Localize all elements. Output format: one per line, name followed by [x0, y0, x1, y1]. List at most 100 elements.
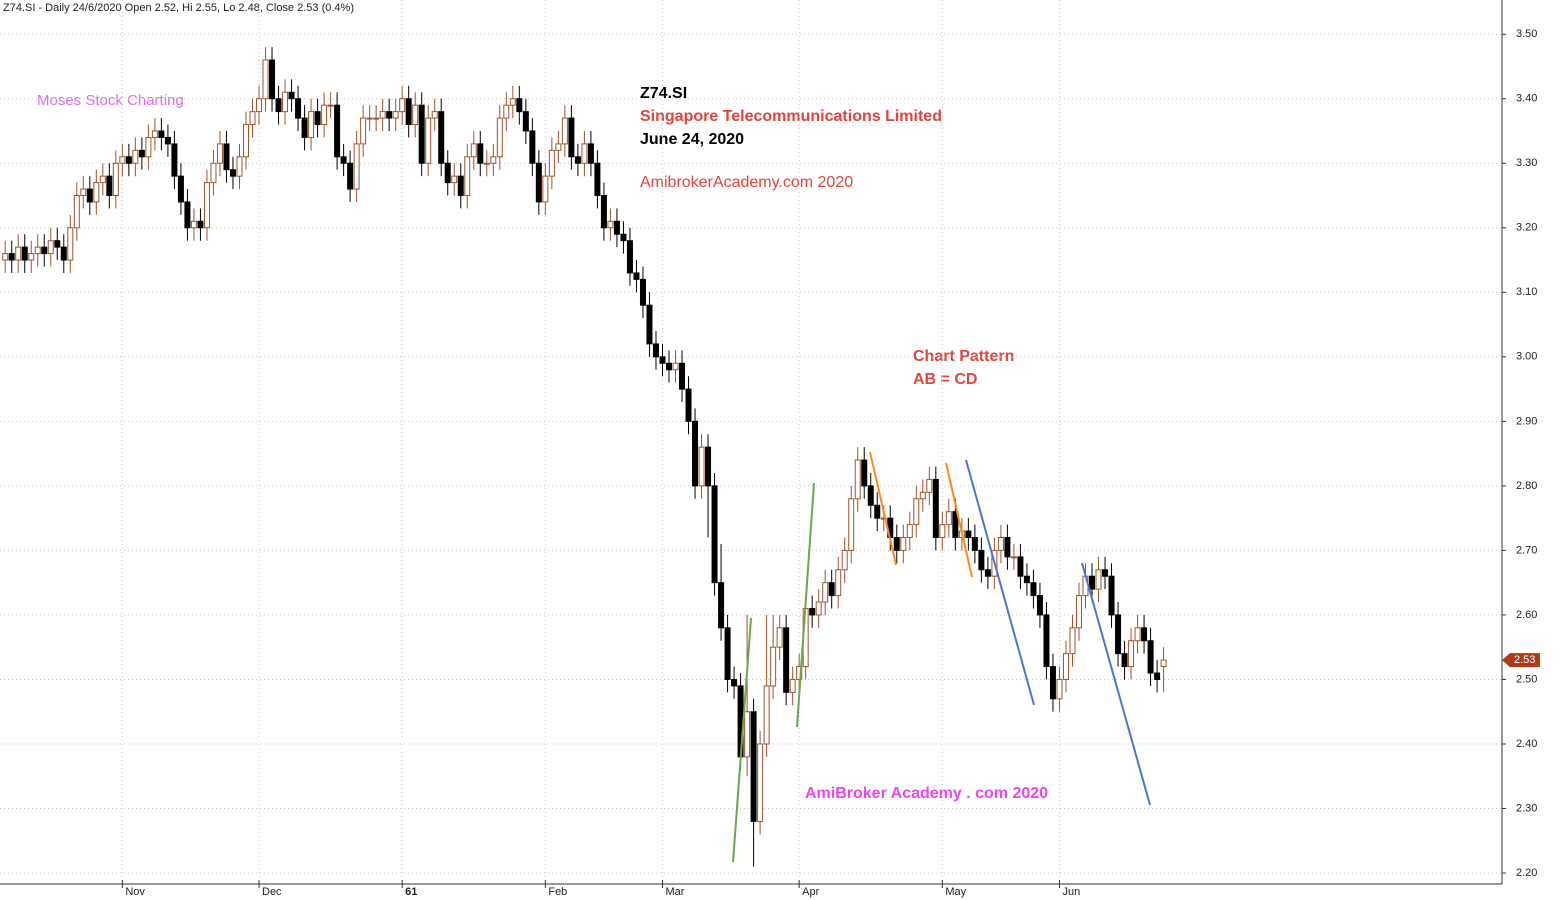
candle-body — [262, 59, 269, 100]
company-name: Singapore Telecommunications Limited — [640, 108, 942, 125]
candle-body — [151, 130, 158, 138]
candle-body — [236, 156, 243, 177]
watermark: Moses Stock Charting — [37, 92, 184, 109]
candle-body — [1004, 536, 1011, 558]
y-tick-label: 3.40 — [1516, 93, 1537, 105]
candle-body — [633, 272, 640, 280]
trend-line — [965, 459, 1035, 706]
candle-body — [926, 478, 933, 493]
candle-body — [1049, 666, 1056, 700]
candle-body — [639, 278, 646, 306]
candle-body — [54, 240, 61, 248]
candle-body — [464, 156, 471, 197]
chart-header: Z74.SI - Daily 24/6/2020 Open 2.52, Hi 2… — [3, 2, 354, 14]
candle-body — [984, 569, 991, 577]
candle-body — [600, 195, 607, 229]
candle-body — [444, 162, 451, 184]
x-tick-label: Apr — [802, 886, 819, 898]
symbol: Z74.SI — [640, 85, 687, 102]
candle-body — [1147, 640, 1154, 674]
candle-body — [405, 98, 412, 126]
candle-body — [763, 685, 770, 745]
candle-body — [919, 491, 926, 500]
candle-body — [861, 459, 868, 487]
candle-body — [229, 169, 236, 177]
x-tick-label: Dec — [262, 886, 282, 898]
candle-body — [353, 143, 360, 190]
candle-body — [913, 498, 920, 526]
candle-body — [581, 143, 588, 164]
candle-body — [132, 149, 139, 164]
candle-body — [685, 388, 692, 422]
candle-body — [334, 104, 341, 158]
candle-body — [125, 156, 132, 164]
candle-body — [431, 111, 438, 119]
candle-body — [776, 627, 783, 648]
candle-body — [997, 536, 1004, 551]
candle-body — [724, 627, 731, 680]
candle-body — [21, 246, 28, 261]
y-tick-label: 2.50 — [1516, 673, 1537, 685]
candle-body — [848, 498, 855, 551]
candle-body — [854, 459, 861, 500]
candle-body — [399, 98, 406, 113]
candle-body — [418, 104, 425, 164]
candle-body — [705, 446, 712, 487]
trend-line — [796, 482, 815, 728]
candle-body — [841, 549, 848, 571]
candle-body — [815, 601, 822, 616]
last-price-marker — [1502, 653, 1540, 668]
pattern-title: Chart Pattern — [913, 348, 1014, 365]
candle-body — [275, 98, 282, 113]
candle-body — [770, 646, 777, 687]
candle-body — [80, 188, 87, 197]
candle-body — [672, 362, 679, 371]
candle-body — [718, 582, 725, 629]
candle-body — [900, 536, 907, 551]
candle-body — [99, 175, 106, 184]
x-tick-label: Feb — [548, 886, 567, 898]
candle-body — [8, 253, 15, 261]
candle-body — [613, 220, 620, 235]
candle-body — [1056, 678, 1063, 700]
candle-body — [392, 111, 399, 119]
y-tick-label: 2.90 — [1516, 415, 1537, 427]
candle-body — [158, 130, 165, 138]
candle-body — [164, 136, 171, 145]
candle-body — [249, 111, 256, 126]
candle-body — [119, 156, 126, 164]
y-tick-label: 2.60 — [1516, 609, 1537, 621]
candle-body — [945, 511, 952, 526]
candle-body — [587, 143, 594, 164]
candle-body — [893, 536, 900, 551]
candle-body — [561, 117, 568, 145]
trend-line — [869, 451, 897, 566]
x-tick-label: Jun — [1062, 886, 1080, 898]
candle-body — [112, 162, 119, 197]
candle-body — [822, 582, 829, 603]
candle-body — [874, 504, 881, 519]
candle-body — [1141, 627, 1148, 642]
candle-body — [568, 117, 575, 158]
candle-body — [197, 220, 204, 229]
candle-body — [28, 253, 35, 261]
candle-body — [646, 304, 653, 345]
candle-body — [626, 240, 633, 274]
candle-body — [932, 478, 939, 538]
candle-body — [1043, 614, 1050, 668]
candle-body — [731, 678, 738, 687]
candle-body — [692, 420, 699, 487]
candle-body — [679, 362, 686, 390]
candle-body — [360, 117, 367, 145]
candle-body — [15, 246, 22, 261]
site-credit: AmibrokerAcademy.com 2020 — [640, 174, 853, 191]
candle-body — [529, 130, 536, 164]
candle-body — [106, 175, 113, 197]
y-tick-label: 3.50 — [1516, 28, 1537, 40]
candle-body — [301, 117, 308, 138]
candle-body — [2, 253, 9, 261]
candle-body — [340, 156, 347, 164]
candle-body — [34, 246, 41, 255]
candle-body — [783, 627, 790, 693]
